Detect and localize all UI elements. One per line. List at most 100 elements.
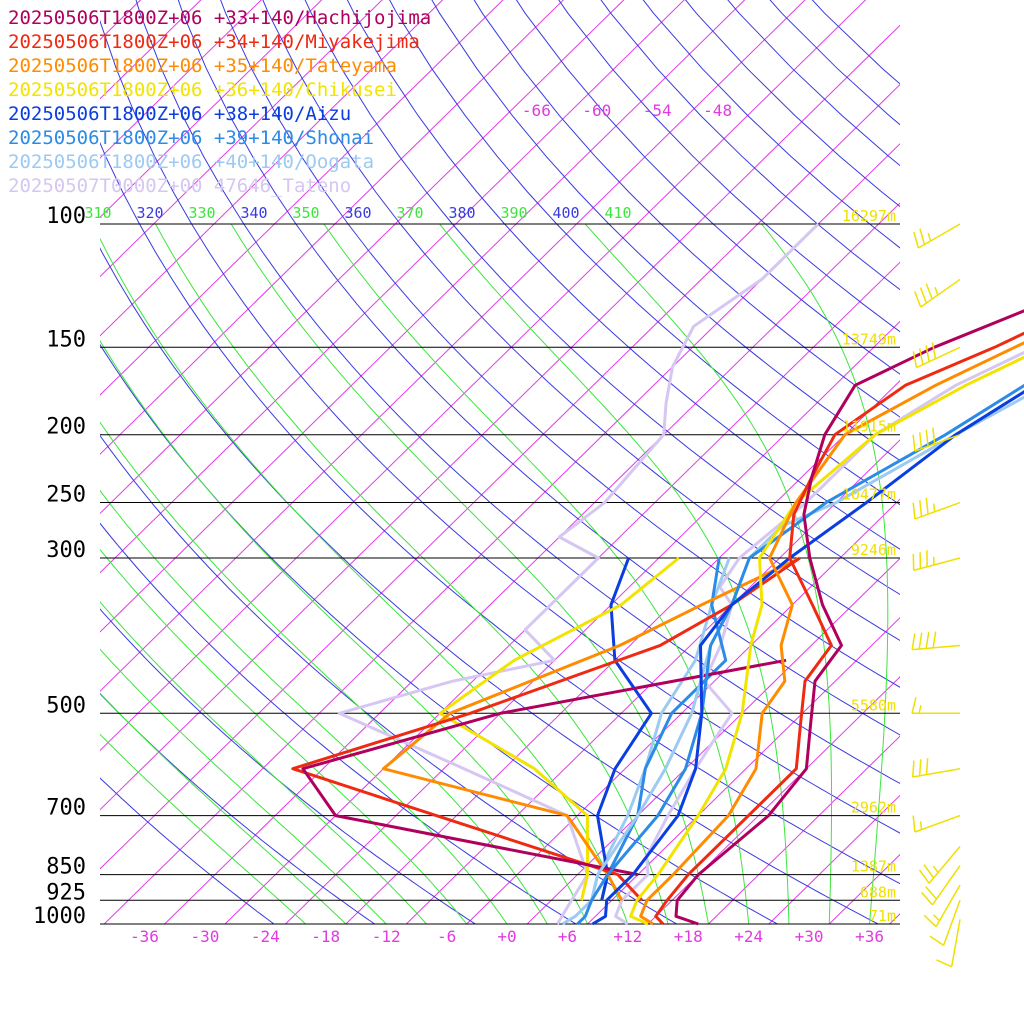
theta-label: 340: [240, 204, 267, 222]
legend-entry: 20250506T1800Z+06 +33+140/Hachijojima: [8, 6, 431, 30]
theta-label: 390: [500, 204, 527, 222]
wind-barb: [915, 279, 960, 307]
barb-flag: [926, 887, 937, 899]
barb-flag: [920, 500, 922, 516]
legend-entry: 20250506T1800Z+06 +39+140/Shonai: [8, 126, 431, 150]
moist-adiabat: [910, 224, 962, 924]
moist-adiabat: [324, 224, 749, 924]
x-tick-label: +30: [795, 927, 824, 946]
moist-adiabat: [440, 224, 789, 924]
barb-flag: [933, 632, 936, 648]
wind-barbs: [912, 224, 960, 967]
barb-flag: [926, 498, 928, 514]
height-label: 1387m: [851, 858, 896, 876]
barb-half-flag: [933, 866, 938, 873]
pressure-label: 925: [46, 880, 86, 905]
theta-label: 370: [396, 204, 423, 222]
barb-flag: [912, 697, 916, 713]
height-label: 13749m: [842, 330, 896, 348]
barb-half-flag: [935, 287, 938, 295]
barb-flag: [919, 870, 929, 883]
legend-entry: 20250506T1800Z+06 +40+140/Oogata: [8, 150, 431, 174]
wind-barb: [912, 632, 960, 650]
barb-flag: [913, 503, 915, 519]
x-tick-label: +6: [558, 927, 577, 946]
barb-flag: [932, 342, 935, 358]
x-tick-label: +12: [613, 927, 642, 946]
upper-isotherm-label: -66: [522, 101, 551, 120]
x-tick-label: +0: [497, 927, 516, 946]
wind-barb: [913, 498, 960, 519]
barb-flag: [924, 915, 936, 926]
barb-half-flag: [934, 915, 940, 921]
x-tick-label: +24: [734, 927, 763, 946]
pressure-label: 850: [46, 855, 86, 880]
isotherm-line: [648, 0, 1024, 924]
barb-flag: [919, 633, 922, 649]
theta-label: 410: [604, 204, 631, 222]
pressure-label: 500: [46, 693, 86, 718]
height-label: 688m: [860, 883, 896, 901]
barb-flag: [913, 761, 914, 777]
wind-barb: [913, 550, 960, 570]
barb-flag: [920, 229, 925, 245]
barb-flag: [920, 432, 922, 448]
upper-isotherm-label: -48: [703, 101, 732, 120]
pressure-label: 700: [46, 796, 86, 821]
wind-barb: [914, 224, 960, 248]
isotherm-line: [708, 0, 1024, 924]
isotherm-line: [527, 0, 1024, 924]
height-label: 10477m: [842, 486, 896, 504]
isotherm-line: [829, 0, 1024, 924]
theta-label: 400: [552, 204, 579, 222]
barb-flag: [914, 232, 919, 248]
barb-flag: [913, 435, 915, 451]
legend-entry: 20250507T0000Z+00 47646_Tateno: [8, 174, 431, 198]
barb-shaft: [952, 919, 960, 966]
barb-half-flag: [934, 504, 935, 512]
barb-flag: [926, 632, 929, 648]
isotherm-line: [950, 0, 1024, 924]
theta-label: 380: [448, 204, 475, 222]
wind-barb: [912, 697, 960, 713]
legend-entry: 20250506T1800Z+06 +38+140/Aizu: [8, 102, 431, 126]
wind-barb: [930, 900, 960, 945]
barb-flag: [926, 345, 929, 361]
height-label: 5580m: [851, 696, 896, 714]
pressure-label: 250: [46, 483, 86, 508]
barb-flag: [927, 758, 928, 774]
x-tick-label: -6: [437, 927, 456, 946]
x-tick-label: +18: [674, 927, 703, 946]
barb-flag: [913, 816, 915, 832]
theta-label: 320: [136, 204, 163, 222]
pressure-label: 1000: [33, 904, 86, 929]
moist-adiabat: [156, 224, 669, 924]
x-tick-label: -30: [190, 927, 219, 946]
barb-half-flag: [928, 233, 930, 241]
isotherm-line: [1011, 0, 1024, 924]
barb-flag: [921, 288, 927, 303]
pressure-label: 300: [46, 538, 86, 563]
barb-half-flag: [919, 705, 921, 713]
height-label: 71m: [869, 907, 896, 925]
upper-isotherm-label: -54: [643, 101, 672, 120]
dry-adiabat: [521, 0, 1024, 939]
x-tick-label: -12: [372, 927, 401, 946]
x-tick-label: +36: [855, 927, 884, 946]
dry-adiabat: [561, 0, 1024, 939]
barb-flag: [915, 292, 921, 307]
wind-barb: [922, 866, 960, 905]
legend-entry: 20250506T1800Z+06 +35+140/Tateyama: [8, 54, 431, 78]
wind-barb: [913, 816, 960, 832]
height-label: 11915m: [842, 418, 896, 436]
dry-adiabat: [481, 0, 1024, 939]
theta-label: 330: [188, 204, 215, 222]
barb-shaft: [944, 900, 960, 945]
theta-label: 360: [344, 204, 371, 222]
theta-label: 310: [84, 204, 111, 222]
barb-flag: [937, 960, 952, 967]
pressure-label: 150: [46, 327, 86, 352]
barb-flag: [920, 759, 921, 775]
height-label: 16297m: [842, 207, 896, 225]
barb-flag: [926, 284, 932, 299]
